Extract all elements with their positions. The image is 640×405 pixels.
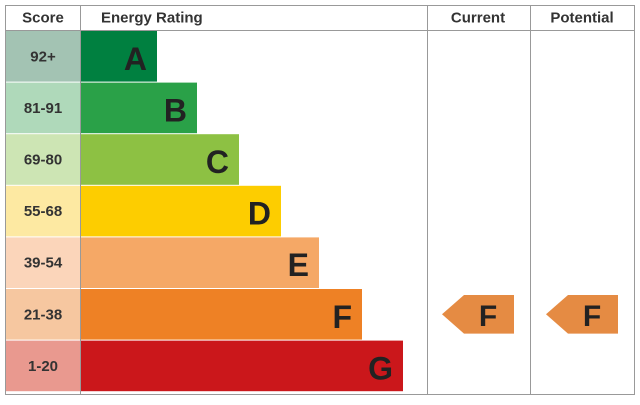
score-label: 55-68 [24, 203, 62, 220]
potential-letter: F [583, 300, 601, 333]
current-letter: F [479, 300, 497, 333]
header-current: Current [451, 10, 505, 27]
rating-letter: A [124, 41, 147, 77]
score-label: 92+ [30, 48, 56, 65]
score-cell [6, 82, 80, 134]
score-label: 21-38 [24, 306, 62, 323]
score-cell [6, 289, 80, 340]
header-potential: Potential [550, 10, 613, 27]
rating-letter: E [288, 247, 309, 283]
score-cell [6, 185, 80, 237]
rating-bar [81, 237, 319, 288]
rating-letter: B [164, 92, 187, 128]
rating-bar [81, 31, 157, 82]
current-arrow [442, 295, 514, 334]
score-cell [6, 134, 80, 185]
header-score: Score [22, 10, 64, 27]
rating-bar [81, 185, 281, 237]
rating-letter: F [332, 299, 352, 335]
rating-bar [81, 82, 197, 134]
rating-letter: G [368, 350, 393, 386]
score-label: 69-80 [24, 152, 62, 169]
rating-bar [81, 134, 239, 185]
rating-letter: C [206, 144, 229, 180]
score-label: 81-91 [24, 100, 62, 117]
rating-bar [81, 289, 362, 340]
rating-bar [81, 340, 403, 392]
score-cell [6, 31, 80, 82]
score-label: 39-54 [24, 255, 63, 272]
score-cell [6, 340, 80, 392]
header-rating: Energy Rating [101, 10, 203, 27]
score-cell [6, 237, 80, 288]
potential-arrow [546, 295, 618, 334]
score-label: 1-20 [28, 358, 58, 375]
rating-letter: D [248, 196, 271, 232]
